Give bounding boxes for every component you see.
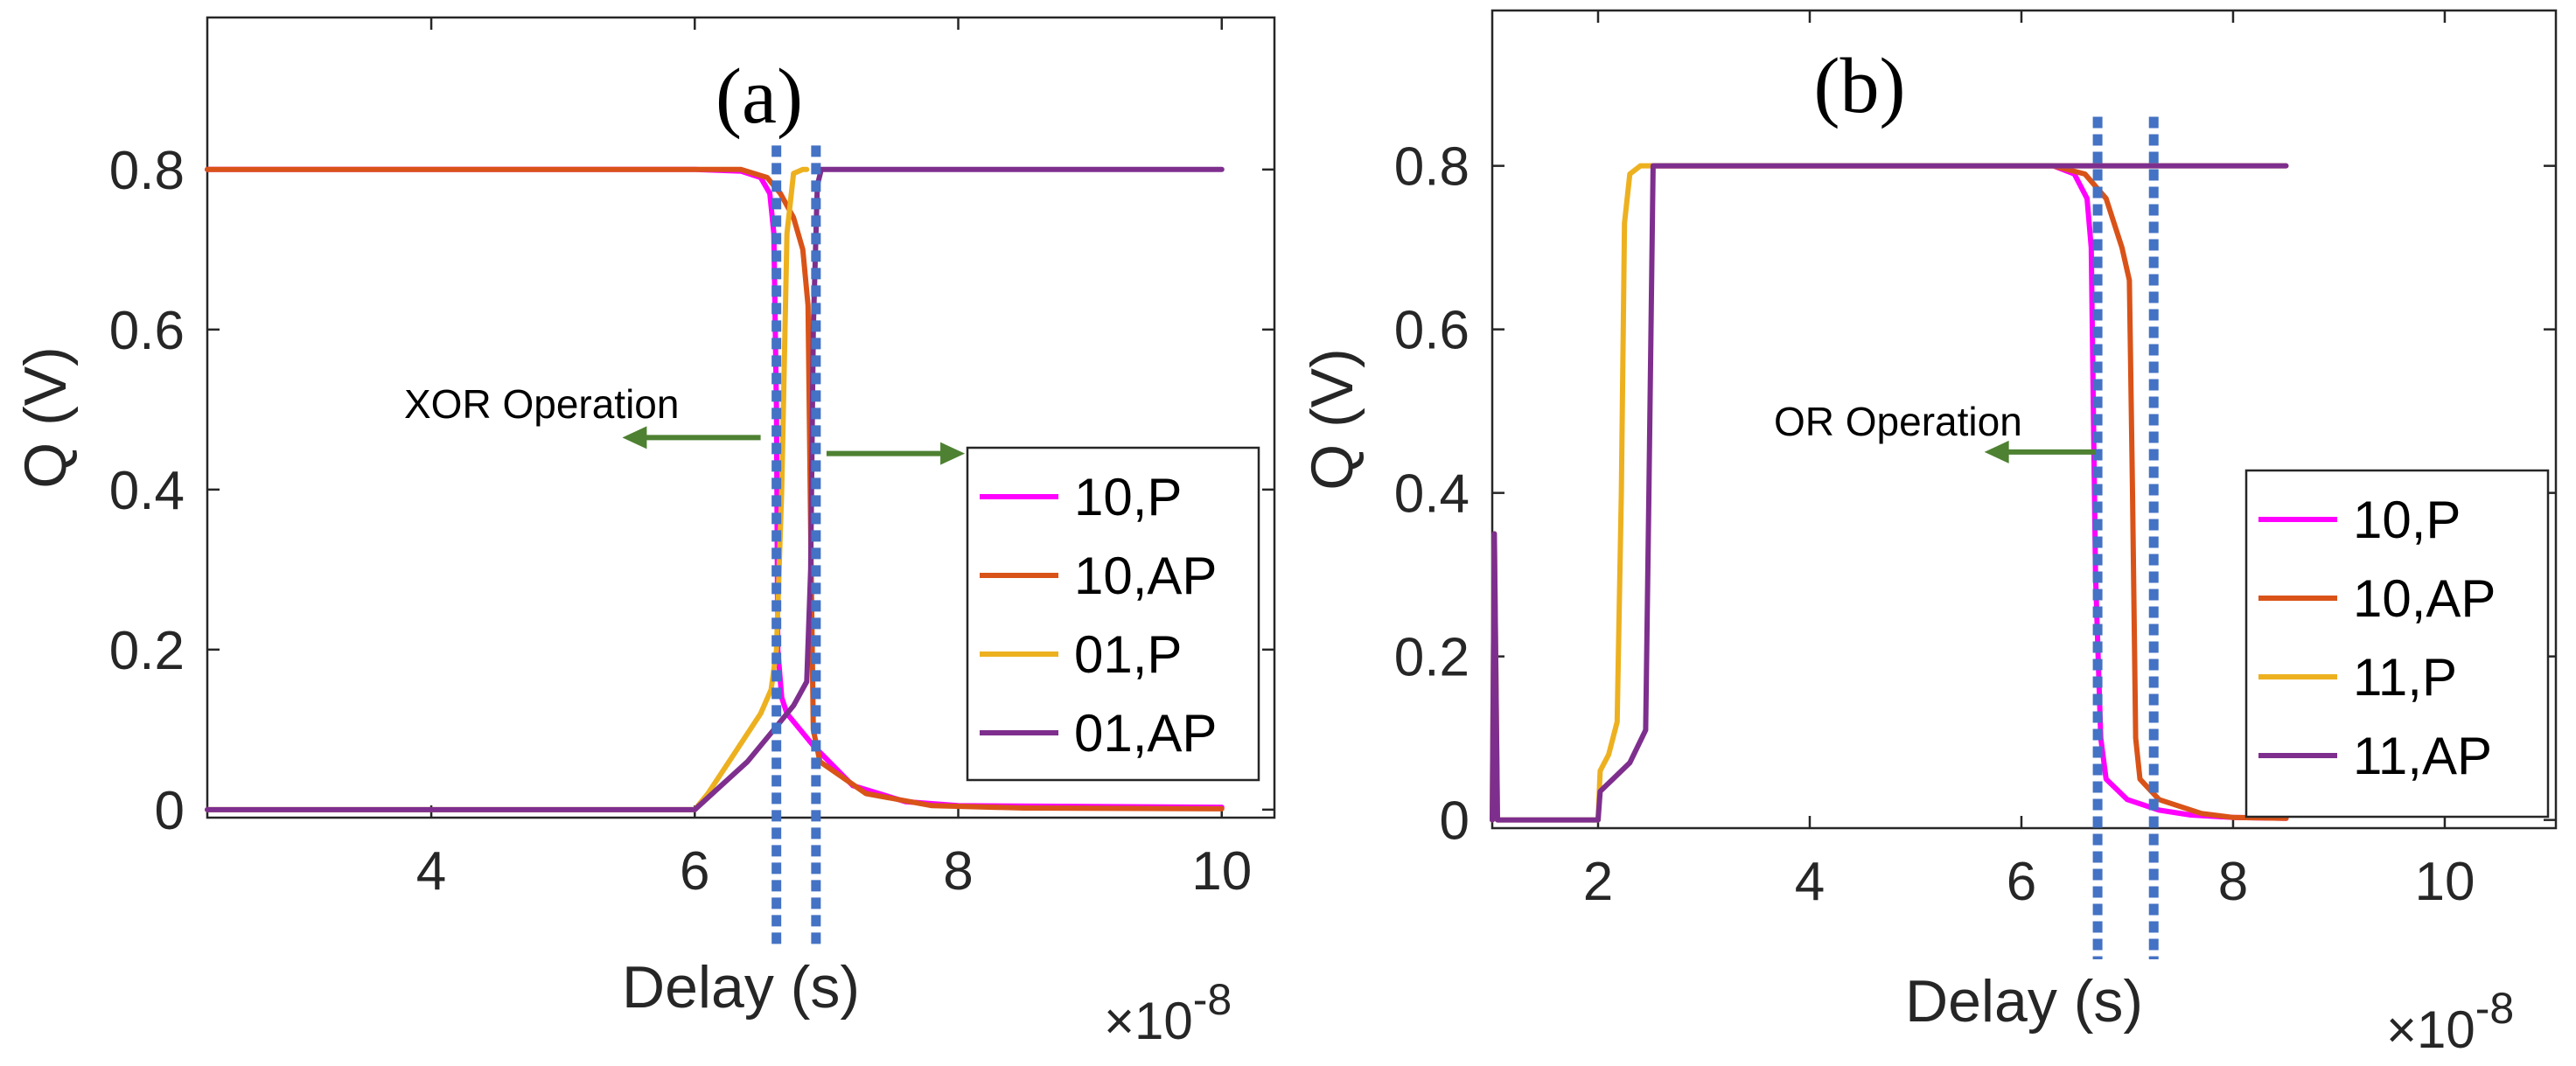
y-axis-label: Q (V) [12,346,79,488]
x-exponent-base: ×10 [2386,1000,2475,1059]
y-tick-label: 0.6 [1394,301,1470,361]
y-tick-label: 0.6 [109,301,185,361]
x-tick-label: 4 [1795,852,1825,912]
panel-a-chart: 4 6 8 10 0 0.2 0.4 0.6 0.8 Delay (s) Q (V) ×10-8 XOR… [12,16,1276,1050]
x-tick-label: 8 [943,841,973,902]
legend: 10,P 10,AP 11,P 11,AP [2244,469,2550,819]
arrow-left-icon [1984,440,2096,463]
panel-label: (b) [1814,43,1906,129]
series-line-11-ap [1490,163,2289,823]
legend-entry: 01,AP [1074,704,1217,763]
arrow-head [1984,440,2009,463]
y-tick-label: 0.4 [1394,464,1470,525]
x-axis-label: Delay (s) [622,954,860,1021]
x-axis-label: Delay (s) [1905,968,2143,1035]
y-tick-label: 0.2 [1394,628,1470,688]
legend-box [966,446,1260,782]
legend-entry: 11,P [2353,648,2457,707]
y-tick-label: 0 [1440,791,1470,852]
x-exponent-label: ×10-8 [1104,975,1232,1050]
y-axis-label: Q (V) [1299,348,1365,490]
x-tick-label: 10 [1191,841,1252,902]
operation-annotation: OR Operation [1774,399,2022,444]
series-line-10-ap [205,166,1225,812]
legend-entry: 11,AP [2353,727,2492,785]
x-exponent-power: -8 [2475,984,2514,1033]
legend-entry: 10,AP [1074,547,1217,605]
x-tick-label: 10 [2414,852,2475,912]
arrow-left-icon [622,426,761,449]
x-exponent-label: ×10-8 [2386,984,2514,1059]
x-tick-label: 6 [2007,852,2036,912]
legend: 10,P 10,AP 01,P 01,AP [966,446,1260,782]
legend-entry: 10,P [2353,491,2461,549]
x-exponent-base: ×10 [1104,992,1193,1050]
arrow-head [622,426,647,449]
legend-entry: 10,AP [2353,569,2496,628]
y-tick-label: 0.2 [109,621,185,681]
x-tick-label: 4 [416,841,446,902]
y-tick-label: 0.8 [1394,137,1470,198]
legend-entry: 10,P [1074,468,1182,526]
series-line-01-ap [205,166,1225,812]
y-tick-label: 0 [155,781,185,841]
operation-annotation: XOR Operation [404,381,679,427]
arrow-head [940,442,966,465]
y-tick-label: 0.8 [109,141,185,201]
panel-b-chart: 2 4 6 8 10 0 0.2 0.4 0.6 0.8 Delay (s) Q (V) ×10-8 OR… [1299,9,2558,1059]
x-tick-label: 8 [2218,852,2248,912]
panel-label: (a) [716,53,803,140]
x-tick-label: 2 [1583,852,1613,912]
y-tick-label: 0.4 [109,461,185,521]
legend-box [2244,469,2550,819]
x-tick-label: 6 [680,841,709,902]
series-line-10-ap [1648,163,2289,821]
x-exponent-power: -8 [1193,975,1232,1024]
legend-entry: 01,P [1074,625,1182,684]
arrow-right-icon [826,442,966,465]
